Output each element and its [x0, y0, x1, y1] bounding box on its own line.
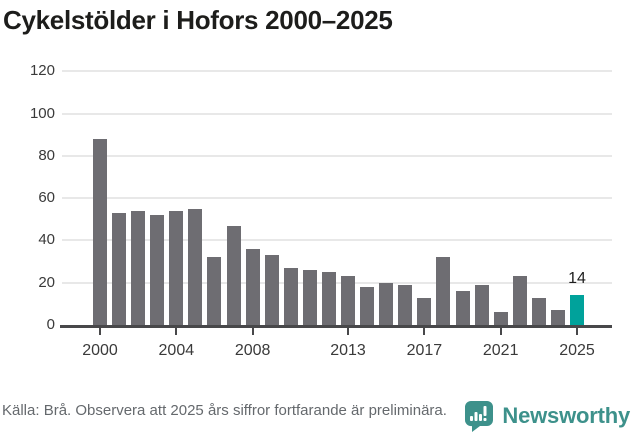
bar-2020: [474, 284, 489, 325]
bar-2009: [264, 255, 279, 325]
x-axis-tick-label: 2000: [82, 342, 118, 359]
bar-2013: [341, 276, 356, 325]
gridline-40: [62, 239, 612, 242]
bar-2005: [188, 208, 203, 325]
bar-2018: [436, 257, 451, 325]
x-axis-tick-2000: [99, 327, 101, 335]
gridline-120: [62, 70, 612, 73]
y-axis-tick-label: 0: [46, 316, 55, 333]
y-axis-tick-label: 120: [29, 62, 55, 80]
x-axis-tick-2008: [251, 327, 254, 335]
bar-value-label: 14: [568, 270, 586, 288]
source-note: Källa: Brå. Observera att 2025 års siffr…: [2, 402, 447, 419]
bar-2008: [245, 248, 260, 325]
x-axis-tick-2025: [576, 327, 578, 335]
brand-name: Newsworthy: [502, 403, 630, 428]
bar-2003: [150, 215, 165, 325]
bar-2023: [531, 297, 546, 325]
gridline-100: [62, 112, 612, 115]
x-axis-tick-2013: [347, 327, 350, 335]
bar-2012: [321, 272, 336, 325]
bar-2006: [207, 257, 222, 325]
x-axis-tick-2004: [175, 327, 178, 335]
gridline-60: [62, 197, 612, 200]
bar-2004: [169, 210, 184, 325]
bar-2024: [550, 310, 565, 325]
y-axis-tick-label: 60: [38, 189, 55, 207]
bar-2002: [131, 210, 146, 325]
bar-2025: [570, 295, 584, 325]
x-axis-line: [60, 325, 612, 328]
bar-2017: [417, 297, 432, 325]
bar-2016: [398, 284, 413, 325]
x-axis-tick-label: 2004: [158, 342, 195, 359]
bar-2015: [379, 282, 394, 325]
bar-2014: [360, 286, 375, 325]
x-axis-tick-label: 2017: [406, 342, 443, 359]
y-axis-tick-label: 20: [38, 273, 55, 291]
x-axis-tick-label: 2025: [559, 342, 595, 359]
bar-2019: [455, 291, 470, 325]
x-axis-tick-label: 2013: [330, 342, 366, 359]
y-axis-tick-label: 100: [29, 104, 55, 122]
newsworthy-logo: Newsworthy: [464, 400, 630, 432]
bar-2000: [93, 138, 107, 325]
x-axis-tick-2017: [423, 327, 426, 335]
chart-title: Cykelstölder i Hofors 2000–2025: [3, 5, 393, 35]
bar-2021: [493, 312, 508, 325]
y-axis-tick-label: 80: [38, 146, 55, 164]
bar-2007: [226, 225, 241, 325]
newsworthy-bubble-chart-icon: [465, 401, 494, 432]
gridline-20: [62, 281, 612, 284]
bar-2010: [283, 267, 298, 325]
bar-2001: [112, 212, 127, 325]
x-axis-tick-label: 2008: [234, 342, 271, 359]
x-axis-tick-label: 2021: [482, 342, 519, 359]
bar-2011: [302, 270, 317, 325]
gridline-80: [62, 154, 612, 157]
x-axis-tick-2021: [499, 327, 502, 335]
bar-2022: [512, 276, 527, 325]
y-axis-tick-label: 40: [38, 231, 55, 249]
